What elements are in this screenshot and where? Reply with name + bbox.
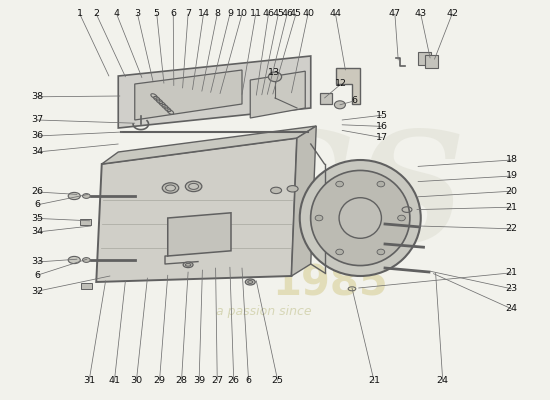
Text: 1: 1 (77, 10, 82, 18)
Text: 35: 35 (31, 214, 43, 223)
Polygon shape (118, 56, 311, 128)
Ellipse shape (166, 185, 175, 191)
Text: 45: 45 (290, 10, 302, 18)
Text: GS: GS (226, 126, 467, 274)
Text: 8: 8 (214, 10, 220, 18)
Text: 24: 24 (437, 376, 449, 385)
Circle shape (398, 215, 405, 221)
Ellipse shape (245, 279, 255, 285)
Text: 1985: 1985 (272, 263, 388, 305)
Text: 19: 19 (505, 172, 518, 180)
Ellipse shape (82, 258, 90, 262)
Text: 6: 6 (352, 96, 358, 105)
Text: 29: 29 (153, 376, 166, 385)
Text: 4: 4 (114, 10, 119, 18)
Text: 2: 2 (94, 10, 99, 18)
Ellipse shape (185, 181, 202, 192)
Text: 45: 45 (272, 10, 284, 18)
Ellipse shape (300, 160, 421, 276)
Ellipse shape (339, 198, 382, 238)
Text: 40: 40 (302, 10, 314, 18)
Text: 12: 12 (335, 80, 347, 88)
Text: 37: 37 (31, 116, 43, 124)
Ellipse shape (189, 183, 199, 189)
Text: 27: 27 (211, 376, 223, 385)
Text: 24: 24 (505, 304, 518, 313)
Text: 34: 34 (31, 148, 43, 156)
Ellipse shape (162, 183, 179, 193)
Text: 9: 9 (227, 10, 233, 18)
Polygon shape (96, 138, 297, 282)
Text: 32: 32 (31, 287, 43, 296)
Ellipse shape (82, 194, 90, 198)
Text: 6: 6 (246, 376, 251, 385)
Text: 6: 6 (35, 200, 40, 209)
Text: 17: 17 (376, 133, 388, 142)
Bar (425, 55, 438, 68)
Ellipse shape (248, 281, 252, 283)
Circle shape (377, 181, 385, 187)
Text: 18: 18 (505, 156, 518, 164)
Circle shape (377, 249, 385, 255)
Polygon shape (292, 126, 316, 276)
Circle shape (336, 181, 343, 187)
Text: 5: 5 (154, 10, 160, 18)
Text: 41: 41 (108, 376, 120, 385)
Text: 6: 6 (35, 271, 40, 280)
Text: 38: 38 (31, 92, 43, 101)
Text: 11: 11 (250, 10, 262, 18)
Text: 26: 26 (31, 188, 43, 196)
Text: 42: 42 (446, 10, 458, 18)
Text: 15: 15 (376, 111, 388, 120)
Text: 46: 46 (281, 10, 293, 18)
Polygon shape (135, 70, 242, 120)
Circle shape (315, 215, 323, 221)
Ellipse shape (68, 192, 80, 200)
Text: 10: 10 (236, 10, 248, 18)
Bar (81, 283, 92, 289)
Text: 20: 20 (505, 187, 518, 196)
Text: 6: 6 (170, 10, 176, 18)
Ellipse shape (183, 262, 193, 268)
Text: 30: 30 (130, 376, 142, 385)
Polygon shape (102, 126, 316, 164)
Text: 44: 44 (329, 10, 342, 18)
Polygon shape (250, 71, 305, 118)
Ellipse shape (68, 256, 80, 264)
Text: 7: 7 (185, 10, 191, 18)
Text: 13: 13 (268, 68, 280, 77)
Text: 36: 36 (31, 132, 43, 140)
Circle shape (336, 249, 343, 255)
Text: 28: 28 (175, 376, 188, 385)
Text: 43: 43 (415, 10, 427, 18)
Circle shape (334, 101, 345, 109)
Text: 34: 34 (31, 228, 43, 236)
Text: 16: 16 (376, 122, 388, 131)
Text: 46: 46 (262, 10, 274, 18)
Text: 23: 23 (505, 284, 518, 293)
Bar (320, 93, 332, 104)
Bar (418, 52, 431, 65)
Text: 3: 3 (134, 10, 141, 18)
Text: 47: 47 (389, 10, 401, 18)
Bar (80, 219, 91, 225)
Ellipse shape (185, 263, 191, 266)
Ellipse shape (287, 186, 298, 192)
Text: 22: 22 (505, 224, 518, 233)
Polygon shape (168, 213, 231, 256)
Polygon shape (336, 68, 360, 104)
Circle shape (268, 72, 282, 82)
Text: 21: 21 (368, 376, 380, 385)
Text: 21: 21 (505, 268, 518, 277)
Text: 14: 14 (197, 10, 210, 18)
Ellipse shape (271, 187, 282, 194)
Text: 33: 33 (31, 258, 43, 266)
Text: 21: 21 (505, 203, 518, 212)
Text: 31: 31 (83, 376, 95, 385)
Text: 39: 39 (193, 376, 205, 385)
Text: 25: 25 (272, 376, 284, 385)
Ellipse shape (311, 170, 410, 266)
Text: a passion since: a passion since (216, 306, 312, 318)
Text: 26: 26 (228, 376, 240, 385)
